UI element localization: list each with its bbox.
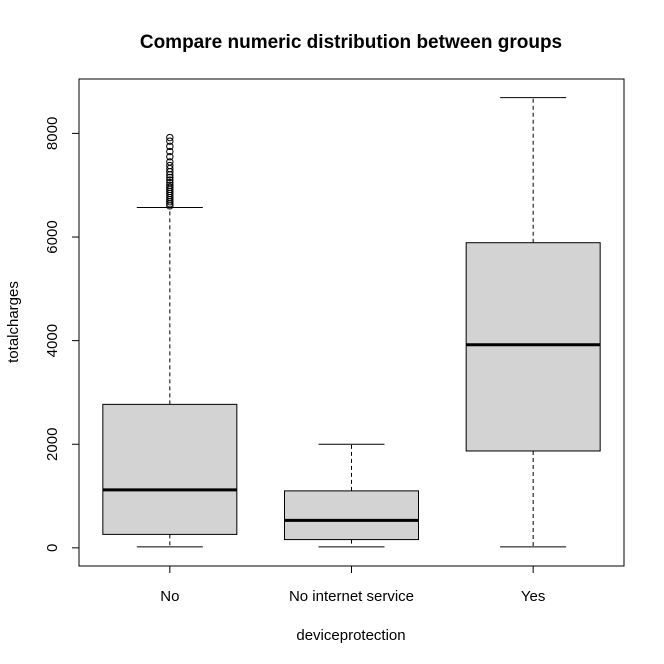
y-tick-label: 8000 bbox=[44, 117, 61, 150]
outlier-point bbox=[166, 142, 174, 151]
box-group bbox=[284, 443, 419, 548]
x-tick-label: Yes bbox=[521, 588, 545, 605]
outlier-point bbox=[166, 153, 174, 161]
outlier-point bbox=[166, 147, 174, 156]
box-iqr bbox=[465, 242, 601, 452]
outlier-point bbox=[166, 161, 174, 170]
outlier-point bbox=[166, 183, 174, 191]
x-tick-label: No bbox=[160, 588, 179, 605]
x-tick-label: No internet service bbox=[289, 588, 414, 605]
x-axis: No No internet service Yes bbox=[160, 565, 545, 605]
outlier-point bbox=[166, 181, 174, 189]
outlier-point bbox=[166, 137, 174, 145]
y-tick-label: 6000 bbox=[44, 220, 61, 253]
x-axis-label: deviceprotection bbox=[296, 627, 405, 644]
box-group bbox=[465, 97, 601, 548]
box-group bbox=[102, 133, 238, 548]
y-tick-label: 0 bbox=[44, 544, 61, 552]
y-axis: 0 2000 4000 6000 8000 bbox=[44, 117, 80, 552]
outlier-point bbox=[166, 176, 174, 184]
outlier-point bbox=[166, 178, 174, 187]
outlier-point bbox=[166, 173, 174, 182]
box-iqr bbox=[102, 403, 238, 535]
boxes-layer bbox=[102, 97, 601, 548]
box-iqr bbox=[284, 490, 419, 541]
y-axis-label: totalcharges bbox=[5, 281, 22, 363]
outlier-point bbox=[166, 133, 174, 142]
chart-title: Compare numeric distribution between gro… bbox=[140, 32, 562, 53]
outlier-point bbox=[166, 158, 174, 166]
y-tick-label: 2000 bbox=[44, 428, 61, 461]
y-tick-label: 4000 bbox=[44, 324, 61, 357]
